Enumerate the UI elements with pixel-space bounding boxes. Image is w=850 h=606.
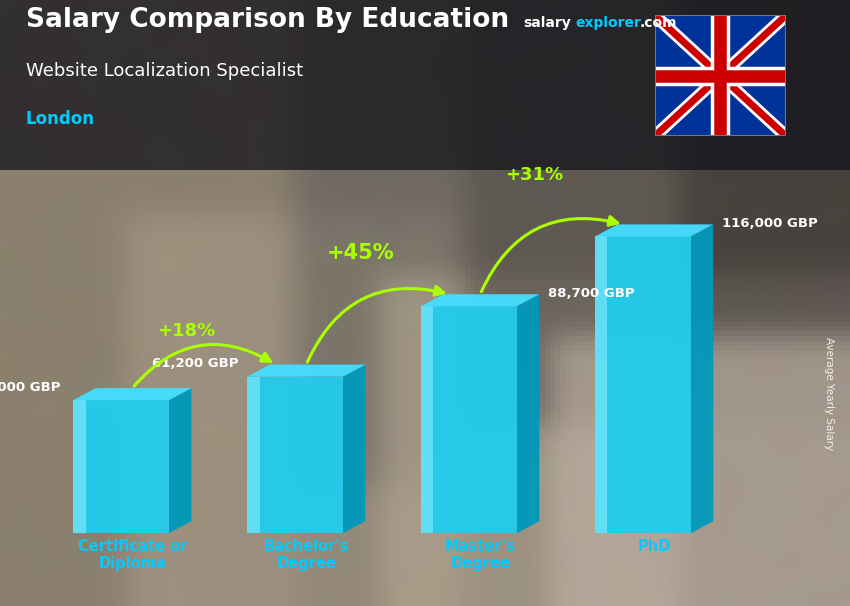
Polygon shape — [343, 365, 366, 533]
Text: +45%: +45% — [326, 242, 394, 262]
Text: 88,700 GBP: 88,700 GBP — [548, 287, 635, 300]
Text: Average Yearly Salary: Average Yearly Salary — [824, 338, 834, 450]
Polygon shape — [247, 365, 366, 377]
Polygon shape — [595, 224, 713, 236]
Bar — [247, 377, 343, 533]
Text: Certificate or
Diploma: Certificate or Diploma — [77, 539, 187, 571]
Text: +18%: +18% — [157, 322, 216, 339]
Polygon shape — [691, 224, 713, 533]
Text: PhD: PhD — [638, 539, 671, 554]
Polygon shape — [421, 295, 540, 306]
Text: Salary Comparison By Education: Salary Comparison By Education — [26, 7, 508, 33]
Text: London: London — [26, 110, 94, 128]
Polygon shape — [517, 295, 540, 533]
Text: explorer: explorer — [575, 16, 641, 30]
Polygon shape — [169, 388, 191, 533]
Bar — [73, 400, 169, 533]
Text: 116,000 GBP: 116,000 GBP — [722, 217, 818, 230]
Bar — [421, 306, 434, 533]
Bar — [595, 236, 608, 533]
Text: .com: .com — [639, 16, 677, 30]
Text: 61,200 GBP: 61,200 GBP — [152, 358, 238, 370]
Text: Bachelor's
Degree: Bachelor's Degree — [264, 539, 349, 571]
Bar — [421, 306, 517, 533]
Polygon shape — [73, 388, 191, 400]
Text: salary: salary — [523, 16, 570, 30]
Bar — [595, 236, 691, 533]
Text: Master's
Degree: Master's Degree — [445, 539, 516, 571]
Bar — [247, 377, 259, 533]
Bar — [73, 400, 86, 533]
Text: 52,000 GBP: 52,000 GBP — [0, 381, 61, 394]
Text: +31%: +31% — [506, 166, 564, 184]
Text: Website Localization Specialist: Website Localization Specialist — [26, 62, 303, 80]
